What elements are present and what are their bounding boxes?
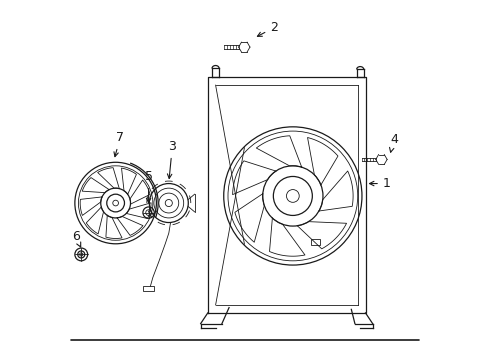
Text: 6: 6	[72, 230, 81, 247]
Text: 5: 5	[145, 170, 152, 203]
Bar	[143, 286, 154, 291]
Text: 7: 7	[114, 131, 124, 157]
Text: 3: 3	[168, 140, 176, 179]
Text: 2: 2	[257, 21, 278, 36]
Bar	[312, 239, 320, 245]
Text: 1: 1	[369, 177, 391, 190]
Text: 4: 4	[390, 133, 398, 152]
